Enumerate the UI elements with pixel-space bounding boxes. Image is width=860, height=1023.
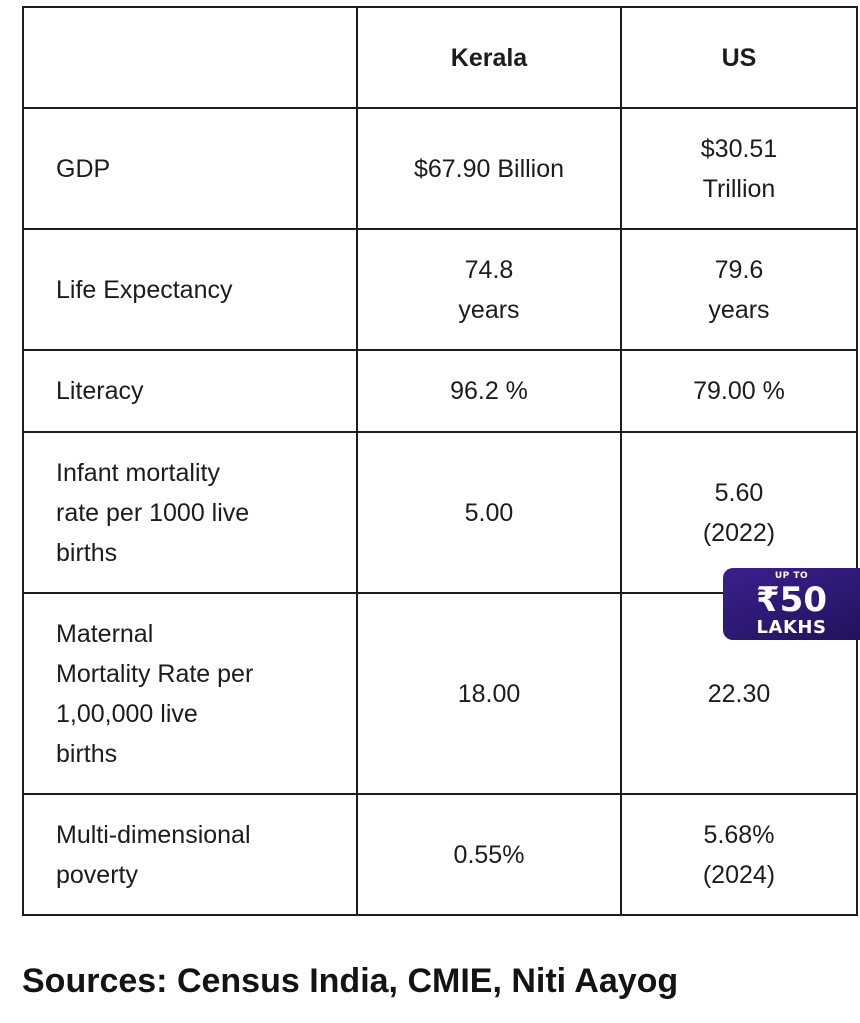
kerala-value: 74.8 years (458, 255, 520, 324)
row-label: Multi-dimensional poverty (22, 793, 358, 916)
table-row: Life Expectancy 74.8 years 79.6 years (22, 228, 858, 351)
kerala-value: 18.00 (457, 679, 521, 708)
row-label-text: Life Expectancy (56, 275, 233, 304)
table-row: Multi-dimensional poverty 0.55% 5.68% (2… (22, 793, 858, 916)
row-label: Life Expectancy (22, 228, 358, 351)
us-cell: 5.68% (2024) (620, 793, 858, 916)
badge-amount: ₹50 (756, 580, 827, 620)
promo-badge[interactable]: UP TO ₹50 LAKHS (723, 568, 860, 640)
us-cell: 79.00 % (620, 349, 858, 433)
badge-unit: LAKHS (756, 617, 827, 638)
us-value: 79.00 % (693, 377, 785, 405)
kerala-value: $67.90 Billion (413, 154, 565, 183)
us-cell: $30.51 Trillion (620, 107, 858, 230)
us-value: $30.51 Trillion (700, 134, 778, 203)
table-row: GDP $67.90 Billion $30.51 Trillion (22, 107, 858, 230)
kerala-value: 0.55% (453, 840, 525, 869)
kerala-value: 5.00 (464, 498, 514, 527)
row-label-text: Maternal Mortality Rate per 1,00,000 liv… (56, 619, 254, 768)
row-label: Infant mortality rate per 1000 live birt… (22, 431, 358, 594)
comparison-table: Kerala US GDP $67.90 Billion $30.51 Tril… (22, 6, 858, 916)
row-label-text: Multi-dimensional poverty (56, 820, 251, 889)
kerala-cell: 74.8 years (356, 228, 622, 351)
row-label-text: Infant mortality rate per 1000 live birt… (56, 458, 250, 567)
badge-upto: UP TO (774, 571, 809, 581)
table-row: Infant mortality rate per 1000 live birt… (22, 431, 858, 594)
kerala-cell: $67.90 Billion (356, 107, 622, 230)
row-label: Literacy (22, 349, 358, 433)
header-kerala: Kerala (356, 6, 622, 109)
kerala-cell: 5.00 (356, 431, 622, 594)
us-value: 22.30 (707, 679, 771, 708)
us-cell: 79.6 years (620, 228, 858, 351)
header-us: US (620, 6, 858, 109)
kerala-cell: 18.00 (356, 592, 622, 795)
row-label-text: Literacy (56, 377, 144, 405)
row-label: GDP (22, 107, 358, 230)
us-cell: 5.60 (2022) (620, 431, 858, 594)
us-value: 5.68% (2024) (702, 820, 776, 889)
kerala-cell: 96.2 % (356, 349, 622, 433)
row-label-text: GDP (56, 154, 111, 183)
kerala-cell: 0.55% (356, 793, 622, 916)
header-row: Kerala US (22, 6, 858, 109)
kerala-value: 96.2 % (450, 377, 528, 405)
table-row: Literacy 96.2 % 79.00 % (22, 349, 858, 433)
sources-footer: Sources: Census India, CMIE, Niti Aayog (22, 962, 679, 1000)
us-value: 79.6 years (708, 255, 770, 324)
header-empty (22, 6, 358, 109)
us-value: 5.60 (2022) (702, 478, 776, 547)
row-label: Maternal Mortality Rate per 1,00,000 liv… (22, 592, 358, 795)
